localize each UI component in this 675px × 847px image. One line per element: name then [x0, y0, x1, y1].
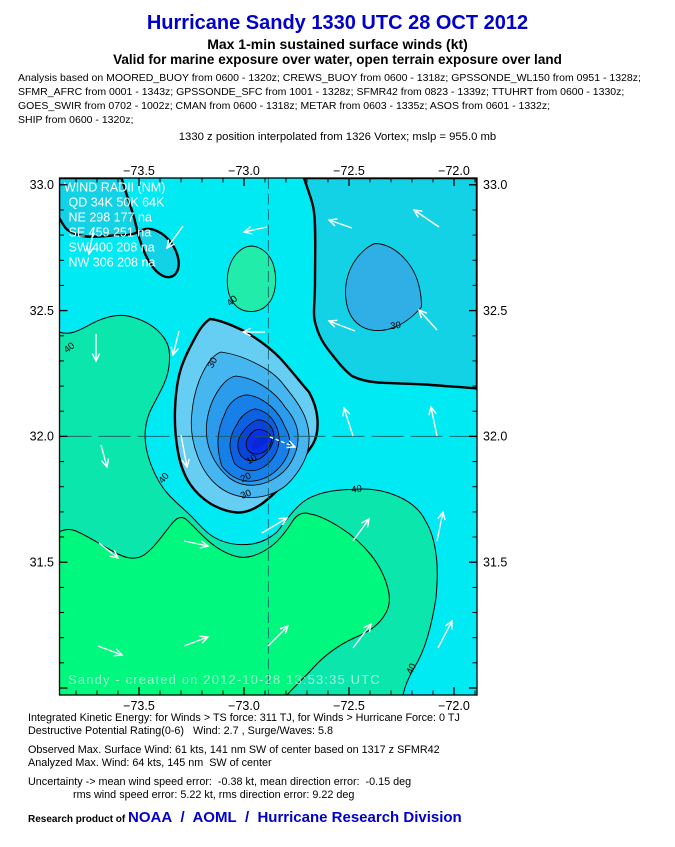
svg-text:Sandy - created on 2012-10-2: Sandy - created on 2012-10-28 13:53:35 U…	[68, 672, 381, 687]
svg-text:40: 40	[405, 662, 419, 676]
svg-text:33.0: 33.0	[30, 178, 54, 192]
svg-text:30: 30	[239, 488, 253, 502]
svg-text:10: 10	[245, 452, 260, 467]
svg-text:32.5: 32.5	[30, 304, 54, 318]
svg-text:NE 298 177 na: NE 298 177 na	[69, 211, 152, 225]
svg-text:−73.0: −73.0	[228, 164, 260, 178]
svg-text:−73.5: −73.5	[123, 699, 155, 713]
svg-text:−73.5: −73.5	[123, 164, 155, 178]
svg-text:32.0: 32.0	[483, 430, 507, 444]
svg-text:33.0: 33.0	[483, 178, 507, 192]
svg-text:−72.0: −72.0	[438, 164, 470, 178]
svg-text:−72.0: −72.0	[438, 699, 470, 713]
svg-text:31.5: 31.5	[483, 556, 507, 570]
svg-text:WIND RADII (NM): WIND RADII (NM)	[64, 181, 165, 195]
svg-text:32.5: 32.5	[483, 304, 507, 318]
svg-text:SE 459 251 na: SE 459 251 na	[69, 226, 152, 240]
svg-text:NW 306 208 na: NW 306 208 na	[69, 256, 156, 270]
svg-text:−72.5: −72.5	[333, 164, 365, 178]
svg-text:SW 400 208 na: SW 400 208 na	[69, 241, 155, 255]
svg-text:30: 30	[390, 320, 402, 332]
svg-text:−72.5: −72.5	[333, 699, 365, 713]
svg-text:40: 40	[351, 483, 363, 495]
svg-text:QD 34K 50K 64K: QD 34K 50K 64K	[69, 196, 166, 210]
svg-text:20: 20	[239, 471, 253, 485]
svg-text:30: 30	[205, 356, 220, 370]
svg-text:31.5: 31.5	[30, 556, 54, 570]
svg-text:−73.0: −73.0	[228, 699, 260, 713]
svg-text:32.0: 32.0	[30, 430, 54, 444]
